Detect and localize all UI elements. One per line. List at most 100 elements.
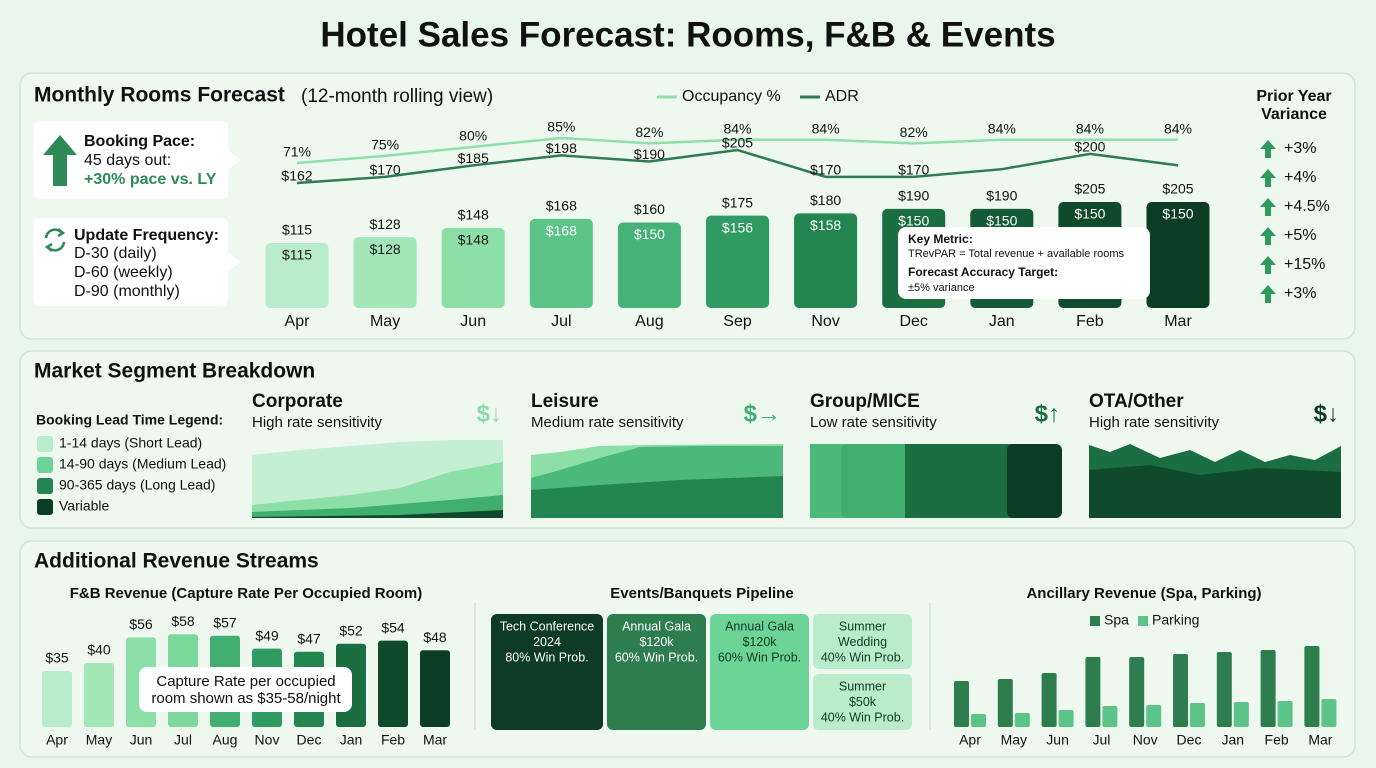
rooms-subheading: (12-month rolling view) [301, 86, 493, 107]
revenue-heading: Additional Revenue Streams [34, 550, 319, 573]
event-card [813, 614, 912, 669]
bar-label: $205 [1074, 181, 1105, 197]
x-tick-label: Jun [1046, 732, 1069, 748]
segment-sensitivity: Low rate sensitivity [810, 414, 937, 431]
x-tick-label: Jan [989, 313, 1015, 330]
up-arrow [1260, 285, 1276, 303]
segment-name: Corporate [252, 391, 343, 412]
bar [84, 663, 114, 727]
x-tick-label: Feb [1265, 732, 1289, 748]
x-tick-label: Jan [1222, 732, 1245, 748]
event-text: Annual Gala [622, 619, 691, 633]
bar-label: $47 [297, 631, 321, 647]
lead-time-legend: 1-14 days (Short Lead) 14-90 days (Medium… [37, 435, 226, 515]
bar [378, 640, 408, 727]
sensitivity-icon: $→ [744, 400, 781, 427]
line-label: 84% [1164, 120, 1192, 136]
line-label: 84% [723, 120, 751, 136]
ota-area [1089, 444, 1341, 518]
bar [420, 650, 450, 727]
x-tick-label: Dec [899, 313, 927, 330]
bar [1085, 657, 1101, 727]
bar-inner-label: $115 [282, 247, 312, 263]
segment-heading: Market Segment Breakdown [34, 360, 315, 383]
bar [706, 215, 769, 308]
legend-label: Occupancy % [682, 88, 781, 105]
bar-inner-label: $156 [722, 219, 753, 235]
target-text: ±5% variance [908, 282, 975, 294]
event-card [710, 614, 809, 730]
line-label: 84% [988, 120, 1016, 136]
annotation: Capture Rate per occupied [156, 673, 335, 690]
bar [1041, 673, 1057, 727]
bar-label: $190 [898, 188, 929, 204]
segment-cards: Corporate High rate sensitivity $↓ Leisure M… [252, 391, 1339, 431]
key-metric-box [898, 227, 1150, 299]
bar-inner-label: $168 [546, 223, 577, 239]
line-label: $190 [634, 146, 665, 162]
bar-label: $56 [129, 616, 153, 632]
x-tick-label: Sep [723, 313, 752, 330]
bar-label: $35 [45, 650, 69, 666]
bar [1129, 657, 1145, 727]
bar [529, 218, 593, 308]
x-tick-label: Jun [130, 732, 153, 748]
event-text: 40% Win Prob. [821, 710, 904, 724]
segment-sensitivity: Medium rate sensitivity [531, 414, 684, 431]
event-text: Annual Gala [725, 619, 794, 633]
legend-swatch [1138, 616, 1148, 626]
legend-swatch [37, 436, 53, 452]
up-arrow [1260, 227, 1276, 245]
legend-swatch [37, 478, 53, 494]
segment-name: Leisure [531, 391, 599, 412]
segment-name: OTA/Other [1089, 391, 1184, 412]
update-frequency-line: D-60 (weekly) [74, 264, 173, 281]
legend-label: Parking [1152, 612, 1199, 628]
x-tick-label: Apr [285, 313, 311, 330]
up-arrow [1260, 169, 1276, 187]
booking-pace-box [33, 121, 240, 199]
bar [441, 227, 505, 308]
bar [1058, 710, 1074, 727]
line-label: 85% [547, 119, 575, 135]
bar [794, 213, 858, 308]
page-title: Hotel Sales Forecast: Rooms, F&B & Event… [320, 15, 1055, 54]
series-line [296, 136, 1178, 165]
line-label: $205 [722, 135, 753, 151]
line-label: $200 [1074, 139, 1105, 155]
event-card [491, 614, 603, 730]
legend-swatch [1090, 616, 1100, 626]
line-label: 75% [371, 137, 399, 153]
bar [265, 243, 329, 308]
key-metric-text: TRevPAR = Total revenue + available room… [908, 248, 1125, 260]
bar [1277, 701, 1293, 727]
x-tick-label: Mar [423, 732, 447, 748]
x-tick-label: Dec [297, 732, 322, 748]
up-arrow [1260, 140, 1276, 158]
line-label: 71% [283, 144, 311, 160]
annotation: room shown as $35-58/night [151, 690, 341, 707]
key-metric-title: Key Metric: [908, 232, 973, 246]
bar [1102, 706, 1118, 727]
legend-title: Booking Lead Time Legend: [36, 412, 223, 428]
prior-year-list: +3% +4% +4.5% +5% +15% +3% [1260, 140, 1330, 303]
x-tick-label: May [86, 732, 112, 748]
segment-name: Group/MICE [810, 391, 920, 412]
bar [1260, 650, 1276, 727]
bar-inner-label: $128 [370, 241, 401, 257]
x-tick-label: Aug [635, 313, 663, 330]
bar-label: $175 [722, 194, 753, 210]
line-label: $162 [281, 168, 312, 184]
up-arrow [1260, 198, 1276, 216]
bar [1216, 652, 1232, 727]
update-frequency-title: Update Frequency: [74, 227, 219, 244]
bar [1233, 702, 1249, 727]
bar-inner-label: $150 [1162, 206, 1193, 222]
booking-pace-text: 45 days out: [84, 152, 171, 169]
update-frequency-line: D-90 (monthly) [74, 283, 180, 300]
x-tick-label: Dec [1177, 732, 1202, 748]
line-label: 82% [635, 124, 663, 140]
bar-inner-label: $150 [898, 213, 929, 229]
sensitivity-icon: $↑ [1035, 400, 1060, 427]
